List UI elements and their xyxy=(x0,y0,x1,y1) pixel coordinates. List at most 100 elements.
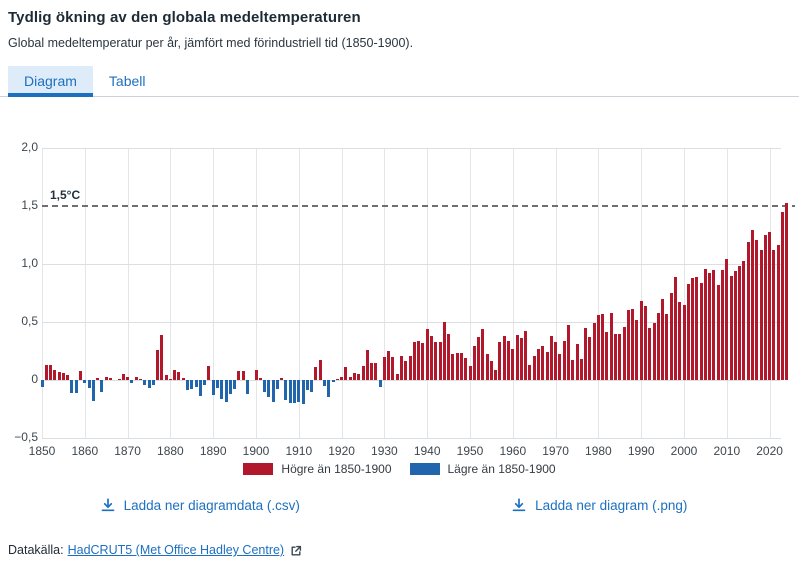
temperature-bar-1851[interactable] xyxy=(44,364,48,380)
temperature-bar-2008[interactable] xyxy=(716,284,720,380)
temperature-bar-1896[interactable] xyxy=(237,370,241,380)
temperature-bar-1986[interactable] xyxy=(622,326,626,380)
temperature-bar-1942[interactable] xyxy=(434,341,438,380)
temperature-bar-1898[interactable] xyxy=(245,380,249,394)
temperature-bar-1947[interactable] xyxy=(455,353,459,380)
tab-diagram[interactable]: Diagram xyxy=(8,66,93,97)
temperature-bar-chart[interactable]: 1850 1860 1870 1880 1890 1900 1910 1920 1930 1940… xyxy=(0,97,799,459)
data-source-link[interactable]: HadCRUT5 (Met Office Hadley Centre) xyxy=(67,543,285,557)
temperature-bar-1856[interactable] xyxy=(66,375,70,380)
temperature-bar-1894[interactable] xyxy=(228,380,232,394)
temperature-bar-1887[interactable] xyxy=(198,380,202,397)
temperature-bar-1868[interactable] xyxy=(117,378,121,380)
temperature-bar-1904[interactable] xyxy=(271,380,275,403)
temperature-bar-1900[interactable] xyxy=(254,369,258,380)
temperature-bar-2023[interactable] xyxy=(780,211,784,380)
temperature-bar-1987[interactable] xyxy=(626,310,630,380)
temperature-bar-1992[interactable] xyxy=(648,327,652,380)
temperature-bar-1883[interactable] xyxy=(181,377,185,380)
temperature-bar-1978[interactable] xyxy=(588,337,592,380)
temperature-bar-1934[interactable] xyxy=(400,355,404,380)
temperature-bar-1997[interactable] xyxy=(669,293,673,380)
temperature-bar-1938[interactable] xyxy=(417,340,421,380)
temperature-bar-1939[interactable] xyxy=(421,342,425,380)
temperature-bar-1918[interactable] xyxy=(331,380,335,383)
temperature-bar-1960[interactable] xyxy=(511,348,515,380)
temperature-bar-1901[interactable] xyxy=(258,377,262,380)
temperature-bar-1895[interactable] xyxy=(233,380,237,390)
temperature-bar-2020[interactable] xyxy=(768,231,772,380)
temperature-bar-2017[interactable] xyxy=(755,239,759,380)
temperature-bar-1971[interactable] xyxy=(558,354,562,380)
temperature-bar-1863[interactable] xyxy=(96,377,100,380)
temperature-bar-1937[interactable] xyxy=(412,341,416,380)
temperature-bar-1958[interactable] xyxy=(502,335,506,380)
temperature-bar-2000[interactable] xyxy=(682,304,686,380)
temperature-bar-1999[interactable] xyxy=(678,302,682,380)
temperature-bar-1983[interactable] xyxy=(609,312,613,380)
temperature-bar-1859[interactable] xyxy=(79,370,83,380)
temperature-bar-1946[interactable] xyxy=(451,354,455,380)
temperature-bar-1917[interactable] xyxy=(327,380,331,398)
temperature-bar-1908[interactable] xyxy=(288,380,292,404)
temperature-bar-1975[interactable] xyxy=(575,344,579,380)
temperature-bar-1981[interactable] xyxy=(601,313,605,380)
temperature-bar-1985[interactable] xyxy=(618,333,622,380)
temperature-bar-1965[interactable] xyxy=(532,355,536,380)
temperature-bar-1990[interactable] xyxy=(639,301,643,380)
temperature-bar-2012[interactable] xyxy=(733,270,737,380)
temperature-bar-1913[interactable] xyxy=(310,380,314,392)
temperature-bar-1870[interactable] xyxy=(126,376,130,380)
temperature-bar-1880[interactable] xyxy=(168,378,172,380)
temperature-bar-1888[interactable] xyxy=(203,380,207,385)
temperature-bar-1926[interactable] xyxy=(365,349,369,380)
temperature-bar-1925[interactable] xyxy=(361,366,365,380)
temperature-bar-1961[interactable] xyxy=(515,334,519,380)
temperature-bar-1972[interactable] xyxy=(562,340,566,380)
temperature-bar-1923[interactable] xyxy=(352,373,356,380)
temperature-bar-1890[interactable] xyxy=(211,380,215,396)
temperature-bar-2010[interactable] xyxy=(725,259,729,380)
temperature-bar-1993[interactable] xyxy=(652,323,656,380)
temperature-bar-1948[interactable] xyxy=(459,353,463,380)
temperature-bar-1879[interactable] xyxy=(164,375,168,380)
temperature-bar-1865[interactable] xyxy=(104,376,108,380)
temperature-bar-1893[interactable] xyxy=(224,380,228,403)
temperature-bar-2003[interactable] xyxy=(695,276,699,380)
temperature-bar-2019[interactable] xyxy=(763,235,767,380)
temperature-bar-1906[interactable] xyxy=(280,377,284,380)
temperature-bar-1955[interactable] xyxy=(489,361,493,380)
temperature-bar-2004[interactable] xyxy=(699,282,703,380)
temperature-bar-1878[interactable] xyxy=(160,334,164,380)
temperature-bar-2006[interactable] xyxy=(708,273,712,380)
temperature-bar-1897[interactable] xyxy=(241,370,245,380)
temperature-bar-1873[interactable] xyxy=(138,378,142,380)
temperature-bar-1872[interactable] xyxy=(134,376,138,380)
temperature-bar-1869[interactable] xyxy=(121,374,125,380)
temperature-bar-1860[interactable] xyxy=(83,380,87,384)
temperature-bar-1973[interactable] xyxy=(566,325,570,380)
temperature-bar-1911[interactable] xyxy=(301,380,305,405)
temperature-bar-1954[interactable] xyxy=(485,354,489,380)
temperature-bar-1989[interactable] xyxy=(635,319,639,380)
temperature-bar-1885[interactable] xyxy=(190,380,194,390)
temperature-bar-1980[interactable] xyxy=(596,315,600,380)
temperature-bar-1968[interactable] xyxy=(545,352,549,380)
temperature-bar-2013[interactable] xyxy=(738,266,742,380)
temperature-bar-1931[interactable] xyxy=(387,351,391,380)
temperature-bar-1889[interactable] xyxy=(207,366,211,380)
temperature-bar-2011[interactable] xyxy=(729,275,733,380)
tab-tabell[interactable]: Tabell xyxy=(108,73,146,89)
temperature-bar-1855[interactable] xyxy=(61,373,65,380)
temperature-bar-1952[interactable] xyxy=(477,337,481,380)
temperature-bar-1974[interactable] xyxy=(571,360,575,380)
temperature-bar-2005[interactable] xyxy=(703,268,707,380)
temperature-bar-1924[interactable] xyxy=(357,374,361,380)
temperature-bar-1941[interactable] xyxy=(429,335,433,380)
temperature-bar-1921[interactable] xyxy=(344,367,348,380)
temperature-bar-1998[interactable] xyxy=(673,276,677,380)
temperature-bar-1871[interactable] xyxy=(130,380,134,384)
temperature-bar-1969[interactable] xyxy=(549,335,553,380)
temperature-bar-1950[interactable] xyxy=(468,366,472,380)
temperature-bar-1905[interactable] xyxy=(275,380,279,390)
